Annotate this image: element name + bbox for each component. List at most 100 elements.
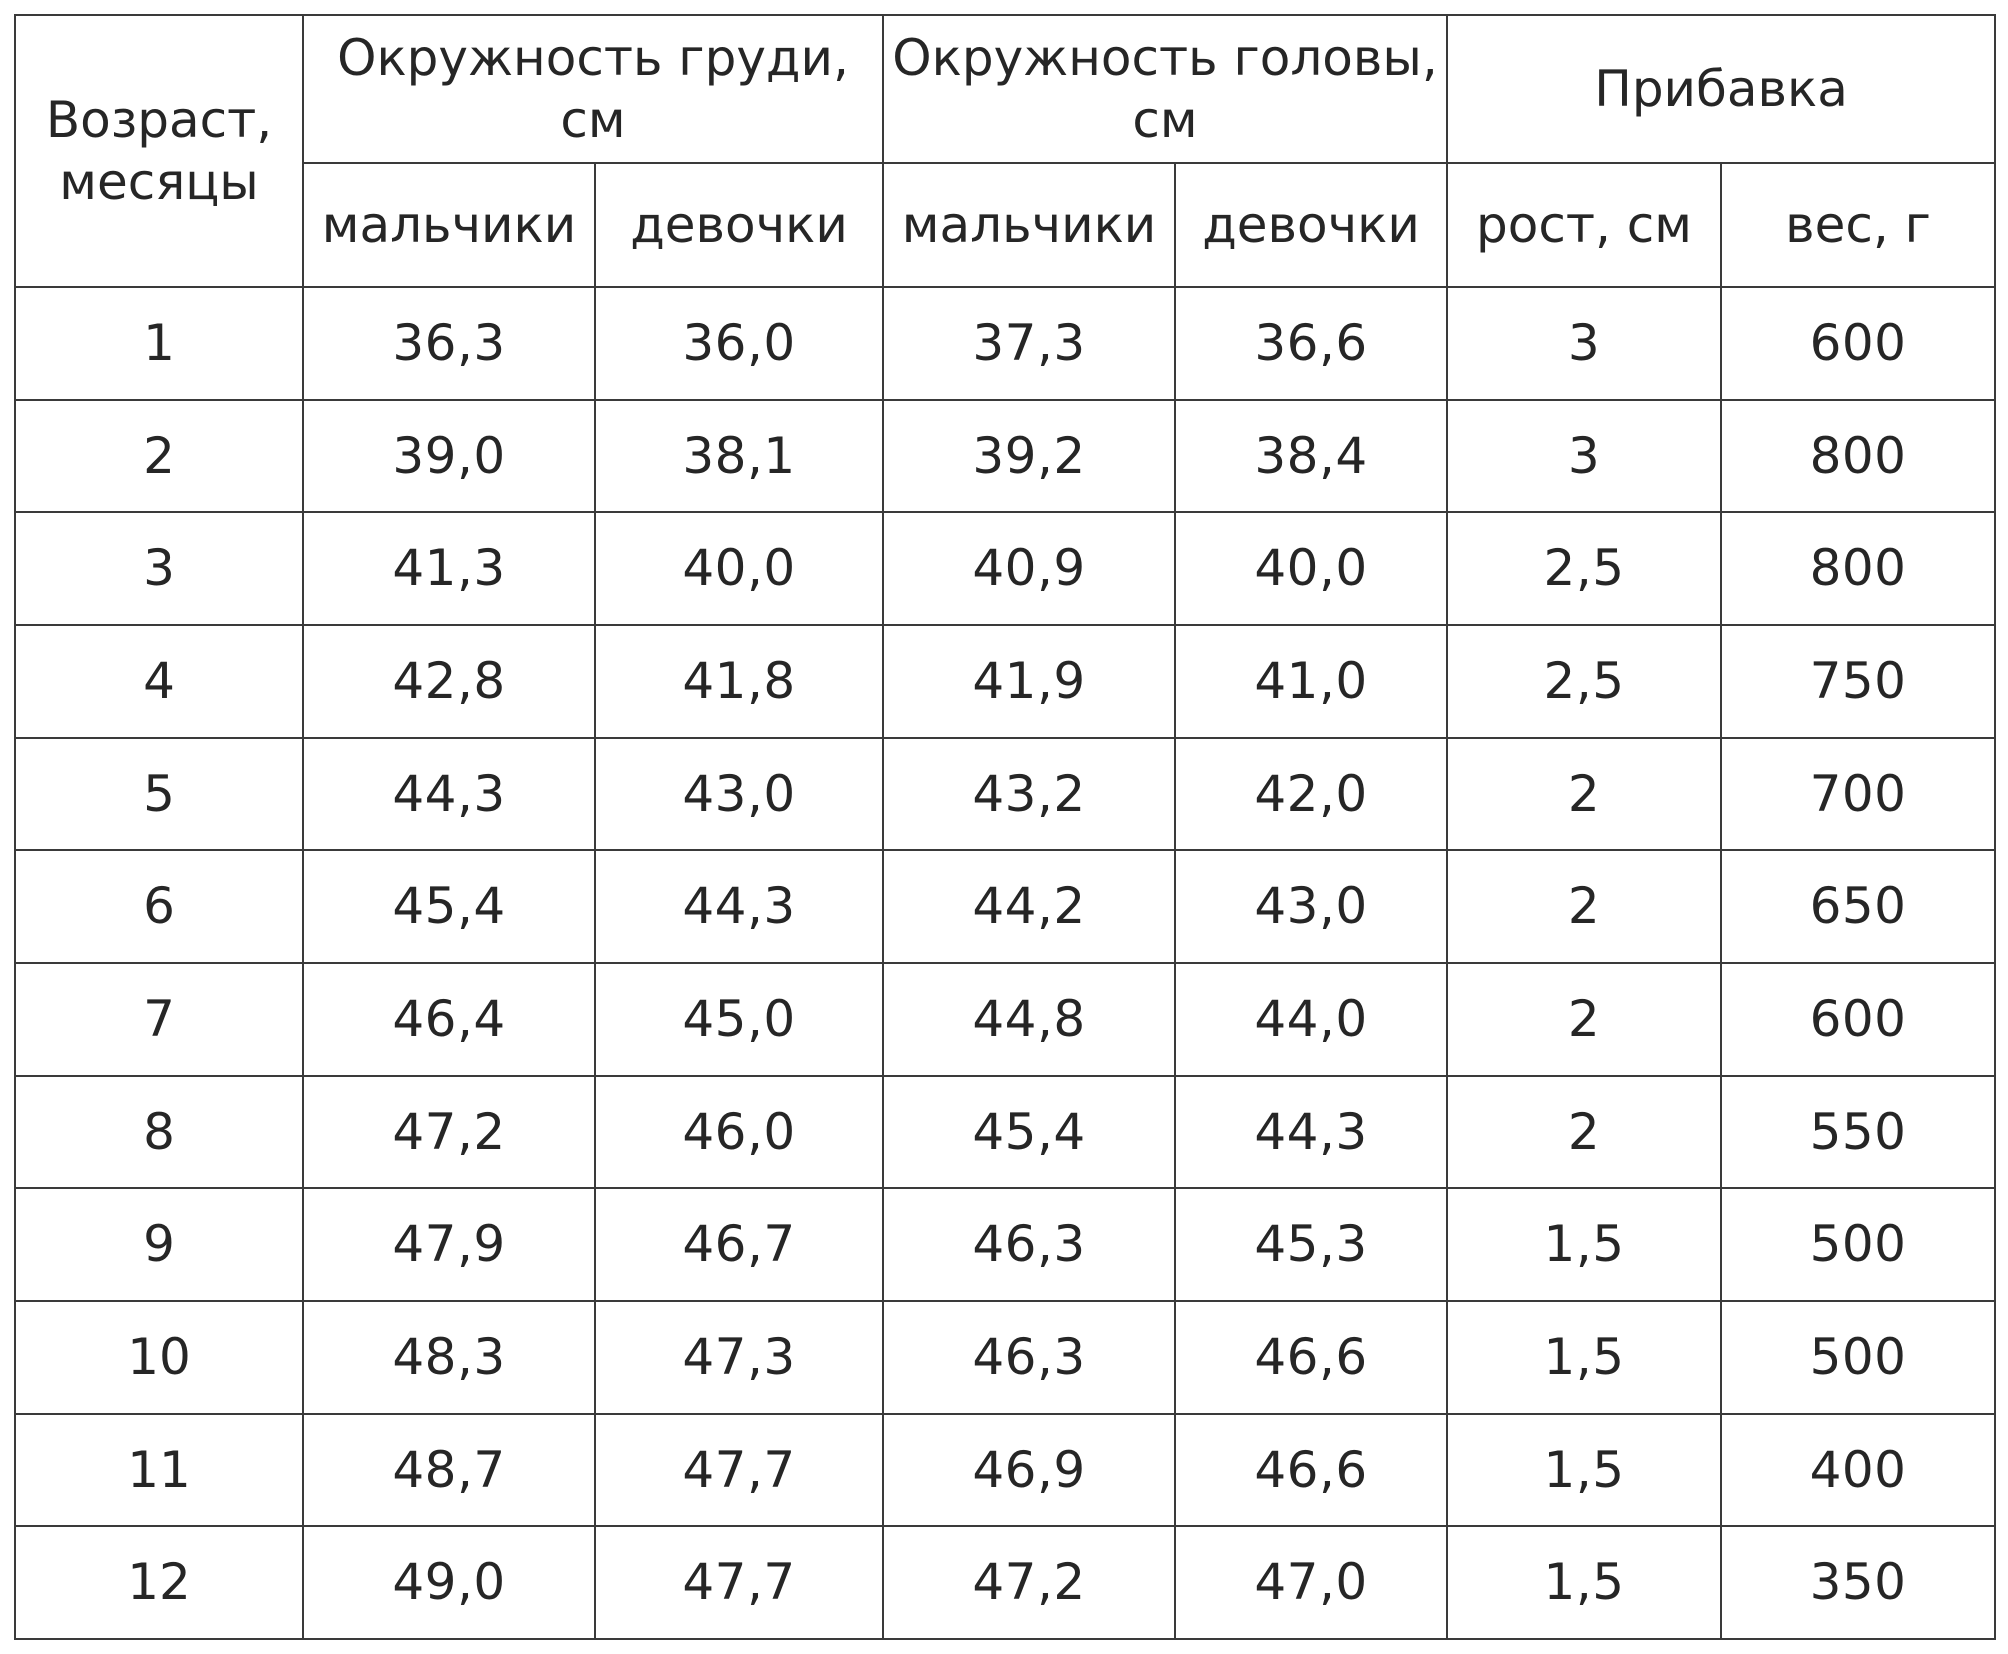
height-gain-cell: 3 xyxy=(1446,286,1723,401)
age-cell: 4 xyxy=(14,623,304,739)
head-girls-cell: 41,0 xyxy=(1174,623,1449,739)
age-cell: 3 xyxy=(14,511,304,626)
head-girls-cell: 36,6 xyxy=(1174,286,1449,401)
head-girls-cell: 47,0 xyxy=(1174,1525,1449,1640)
growth-table: Возраст, месяцы Окружность груди, см Окр… xyxy=(14,14,1997,1640)
chest-girls-cell: 46,7 xyxy=(593,1187,885,1302)
header-head: Окружность головы, см xyxy=(882,14,1449,164)
head-boys-cell: 43,2 xyxy=(882,736,1177,852)
table-row: 12 49,0 47,7 47,2 47,0 1,5 350 xyxy=(14,1525,1997,1640)
head-girls-cell: 46,6 xyxy=(1174,1299,1449,1415)
chest-boys-cell: 41,3 xyxy=(302,511,596,626)
head-boys-cell: 47,2 xyxy=(882,1525,1177,1640)
height-gain-cell: 3 xyxy=(1446,398,1723,514)
chest-boys-cell: 47,2 xyxy=(302,1074,596,1190)
chest-girls-cell: 47,3 xyxy=(593,1299,885,1415)
table-row: 5 44,3 43,0 43,2 42,0 2 700 xyxy=(14,736,1997,852)
head-boys-cell: 40,9 xyxy=(882,511,1177,626)
chest-boys-cell: 42,8 xyxy=(302,623,596,739)
chest-boys-cell: 48,3 xyxy=(302,1299,596,1415)
head-girls-cell: 42,0 xyxy=(1174,736,1449,852)
head-boys-cell: 39,2 xyxy=(882,398,1177,514)
weight-gain-cell: 550 xyxy=(1720,1074,1997,1190)
weight-gain-cell: 400 xyxy=(1720,1412,1997,1528)
head-boys-cell: 46,9 xyxy=(882,1412,1177,1528)
age-cell: 2 xyxy=(14,398,304,514)
height-gain-cell: 1,5 xyxy=(1446,1187,1723,1302)
table-row: 8 47,2 46,0 45,4 44,3 2 550 xyxy=(14,1074,1997,1190)
table-row: 9 47,9 46,7 46,3 45,3 1,5 500 xyxy=(14,1187,1997,1302)
head-boys-cell: 44,2 xyxy=(882,849,1177,964)
weight-gain-cell: 500 xyxy=(1720,1299,1997,1415)
height-gain-cell: 2 xyxy=(1446,849,1723,964)
weight-gain-cell: 350 xyxy=(1720,1525,1997,1640)
head-boys-cell: 46,3 xyxy=(882,1187,1177,1302)
header-height-gain: рост, см xyxy=(1446,162,1723,288)
head-boys-cell: 37,3 xyxy=(882,286,1177,401)
height-gain-cell: 1,5 xyxy=(1446,1525,1723,1640)
chest-boys-cell: 44,3 xyxy=(302,736,596,852)
head-girls-cell: 45,3 xyxy=(1174,1187,1449,1302)
table-body: 1 36,3 36,0 37,3 36,6 3 600 2 39,0 38,1 39,2 38,4 3 8… xyxy=(14,286,1997,1640)
chest-girls-cell: 46,0 xyxy=(593,1074,885,1190)
weight-gain-cell: 750 xyxy=(1720,623,1997,739)
chest-girls-cell: 47,7 xyxy=(593,1412,885,1528)
chest-girls-cell: 43,0 xyxy=(593,736,885,852)
header-chest: Окружность груди, см xyxy=(301,14,885,164)
chest-girls-cell: 41,8 xyxy=(593,623,885,739)
height-gain-cell: 2,5 xyxy=(1446,511,1723,626)
chest-girls-cell: 47,7 xyxy=(593,1525,885,1640)
table-header: Возраст, месяцы Окружность груди, см Окр… xyxy=(14,14,1997,288)
head-girls-cell: 38,4 xyxy=(1174,398,1449,514)
table-row: 11 48,7 47,7 46,9 46,6 1,5 400 xyxy=(14,1412,1997,1528)
height-gain-cell: 2 xyxy=(1446,961,1723,1077)
height-gain-cell: 2 xyxy=(1446,1074,1723,1190)
head-girls-cell: 44,0 xyxy=(1174,961,1449,1077)
chest-boys-cell: 36,3 xyxy=(302,286,596,401)
head-boys-cell: 41,9 xyxy=(882,623,1177,739)
head-boys-cell: 46,3 xyxy=(882,1299,1177,1415)
header-chest-boys: мальчики xyxy=(302,162,596,288)
head-girls-cell: 46,6 xyxy=(1174,1412,1449,1528)
header-row-top: Возраст, месяцы Окружность груди, см Окр… xyxy=(14,14,1997,288)
weight-gain-cell: 600 xyxy=(1720,286,1997,401)
height-gain-cell: 2,5 xyxy=(1446,623,1723,739)
table-row: 2 39,0 38,1 39,2 38,4 3 800 xyxy=(14,398,1997,514)
head-girls-cell: 40,0 xyxy=(1174,511,1449,626)
age-cell: 5 xyxy=(14,736,304,852)
chest-boys-cell: 46,4 xyxy=(302,961,596,1077)
header-row-sub: мальчики девочки мальчики девочки рост, … xyxy=(15,162,1997,288)
chest-girls-cell: 45,0 xyxy=(593,961,885,1077)
header-head-boys: мальчики xyxy=(882,162,1177,288)
head-girls-cell: 43,0 xyxy=(1174,849,1449,964)
header-chest-girls: девочки xyxy=(593,162,885,288)
head-girls-cell: 44,3 xyxy=(1174,1074,1449,1190)
chest-boys-cell: 45,4 xyxy=(302,849,596,964)
chest-girls-cell: 40,0 xyxy=(593,511,885,626)
height-gain-cell: 2 xyxy=(1446,736,1723,852)
weight-gain-cell: 600 xyxy=(1720,961,1997,1077)
chest-girls-cell: 36,0 xyxy=(593,286,885,401)
chest-boys-cell: 39,0 xyxy=(302,398,596,514)
table-row: 4 42,8 41,8 41,9 41,0 2,5 750 xyxy=(14,623,1997,739)
table-row: 10 48,3 47,3 46,3 46,6 1,5 500 xyxy=(14,1299,1997,1415)
chest-girls-cell: 38,1 xyxy=(593,398,885,514)
weight-gain-cell: 650 xyxy=(1720,849,1997,964)
age-cell: 7 xyxy=(14,961,304,1077)
table-row: 7 46,4 45,0 44,8 44,0 2 600 xyxy=(14,961,1997,1077)
age-cell: 12 xyxy=(14,1525,304,1640)
table-row: 1 36,3 36,0 37,3 36,6 3 600 xyxy=(14,286,1997,401)
height-gain-cell: 1,5 xyxy=(1446,1299,1723,1415)
header-head-girls: девочки xyxy=(1174,162,1449,288)
age-cell: 10 xyxy=(14,1299,304,1415)
age-cell: 8 xyxy=(14,1074,304,1190)
age-cell: 1 xyxy=(14,286,304,401)
header-weight-gain: вес, г xyxy=(1720,162,1997,288)
weight-gain-cell: 500 xyxy=(1720,1187,1997,1302)
chest-boys-cell: 49,0 xyxy=(302,1525,596,1640)
age-cell: 9 xyxy=(14,1187,304,1302)
age-cell: 11 xyxy=(14,1412,304,1528)
header-gain: Прибавка xyxy=(1446,14,1997,164)
header-age: Возраст, месяцы xyxy=(14,14,304,288)
chest-boys-cell: 48,7 xyxy=(302,1412,596,1528)
